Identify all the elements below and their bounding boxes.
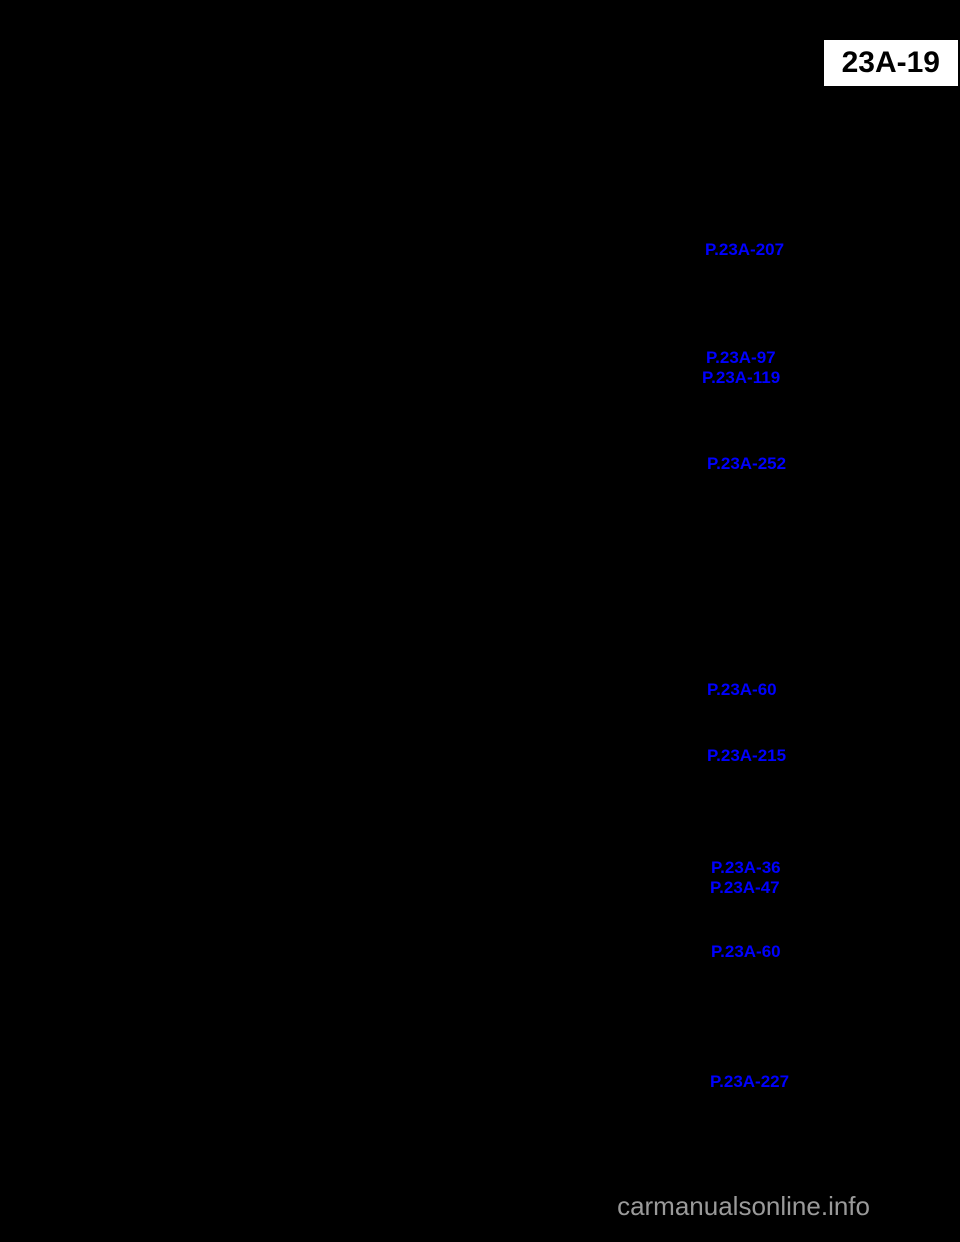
page-ref-link[interactable]: P.23A-36 <box>711 858 781 878</box>
page-ref-link[interactable]: P.23A-227 <box>710 1072 789 1092</box>
page-ref-link[interactable]: P.23A-207 <box>705 240 784 260</box>
page-ref-link[interactable]: P.23A-97 <box>706 348 776 368</box>
watermark-text: carmanualsonline.info <box>617 1191 870 1222</box>
page-ref-link[interactable]: P.23A-47 <box>710 878 780 898</box>
page-ref-link[interactable]: P.23A-252 <box>707 454 786 474</box>
page-ref-link[interactable]: P.23A-60 <box>707 680 777 700</box>
page-ref-link[interactable]: P.23A-119 <box>702 368 780 388</box>
page-number: 23A-19 <box>822 38 960 88</box>
page-ref-link[interactable]: P.23A-215 <box>707 746 786 766</box>
page-ref-link[interactable]: P.23A-60 <box>711 942 781 962</box>
